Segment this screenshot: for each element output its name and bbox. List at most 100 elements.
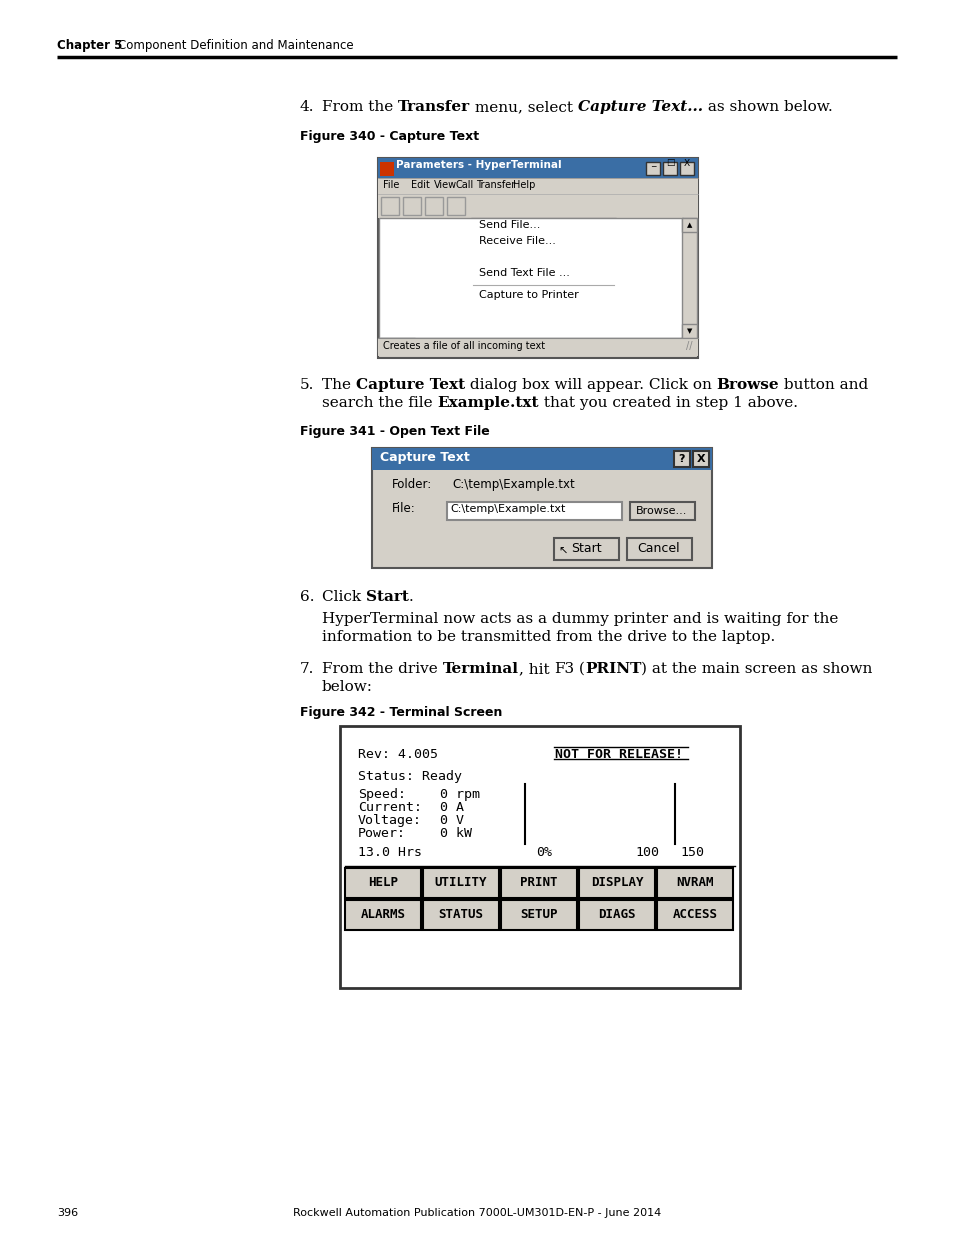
- Bar: [422, 900, 498, 930]
- Text: //: //: [686, 341, 692, 351]
- Text: ) at the main screen as shown: ) at the main screen as shown: [640, 662, 872, 676]
- Text: (: (: [574, 662, 584, 676]
- Text: Figure 342 - Terminal Screen: Figure 342 - Terminal Screen: [299, 706, 502, 719]
- Text: 0%: 0%: [536, 846, 552, 860]
- Text: SETUP: SETUP: [519, 909, 558, 921]
- Text: Start: Start: [570, 542, 600, 556]
- Text: Browse: Browse: [716, 378, 779, 391]
- Bar: [422, 868, 498, 898]
- Text: HyperTerminal now acts as a dummy printer and is waiting for the: HyperTerminal now acts as a dummy printe…: [322, 613, 838, 626]
- Text: 396: 396: [57, 1208, 78, 1218]
- Text: Capture Text: Capture Text: [355, 378, 464, 391]
- Text: Edit: Edit: [411, 180, 430, 190]
- Text: as shown below.: as shown below.: [702, 100, 832, 114]
- Text: search the file: search the file: [322, 396, 437, 410]
- Bar: [377, 338, 681, 352]
- Text: DISPLAY: DISPLAY: [590, 877, 642, 889]
- Bar: [447, 501, 621, 520]
- Text: 5.: 5.: [299, 378, 314, 391]
- Bar: [471, 249, 616, 266]
- Text: Send Text File ...: Send Text File ...: [478, 268, 569, 278]
- Bar: [578, 868, 655, 898]
- Bar: [500, 900, 577, 930]
- Text: UTILITY: UTILITY: [435, 877, 487, 889]
- Text: C:\temp\Example.txt: C:\temp\Example.txt: [450, 504, 565, 514]
- Text: Help: Help: [513, 180, 535, 190]
- Bar: [377, 158, 698, 178]
- Text: Rockwell Automation Publication 7000L-UM301D-EN-P - June 2014: Rockwell Automation Publication 7000L-UM…: [293, 1208, 660, 1218]
- Bar: [377, 158, 698, 358]
- Text: STATUS: STATUS: [438, 909, 483, 921]
- Text: □: □: [665, 158, 674, 168]
- Text: Click: Click: [322, 590, 366, 604]
- Text: C:\temp\Example.txt: C:\temp\Example.txt: [452, 478, 574, 492]
- Text: Capture Text...: Capture Text...: [478, 252, 559, 262]
- Bar: [372, 448, 711, 471]
- Text: Parameters - HyperTerminal: Parameters - HyperTerminal: [395, 161, 561, 170]
- Bar: [662, 162, 677, 175]
- Bar: [673, 451, 689, 467]
- Text: Chapter 5: Chapter 5: [57, 38, 122, 52]
- Bar: [345, 868, 420, 898]
- Text: below:: below:: [322, 680, 373, 694]
- Bar: [645, 162, 659, 175]
- Text: that you created in step 1 above.: that you created in step 1 above.: [538, 396, 797, 410]
- Text: Call: Call: [456, 180, 474, 190]
- Text: button and: button and: [779, 378, 868, 391]
- Text: HELP: HELP: [368, 877, 397, 889]
- Bar: [447, 198, 464, 215]
- Text: ↖: ↖: [558, 547, 567, 557]
- Text: From the drive: From the drive: [322, 662, 442, 676]
- Text: ?: ?: [678, 454, 684, 464]
- Text: X: X: [696, 454, 704, 464]
- Bar: [372, 448, 711, 568]
- Text: Browse...: Browse...: [636, 506, 687, 516]
- Bar: [681, 324, 697, 338]
- Bar: [554, 538, 618, 559]
- Text: Example.txt: Example.txt: [437, 396, 538, 410]
- Text: 4.: 4.: [299, 100, 314, 114]
- Bar: [379, 162, 394, 177]
- Bar: [377, 178, 698, 194]
- Text: NVRAM: NVRAM: [676, 877, 713, 889]
- Text: 7.: 7.: [299, 662, 314, 676]
- Bar: [692, 451, 708, 467]
- Text: 0 rpm: 0 rpm: [439, 788, 479, 802]
- Bar: [681, 219, 697, 232]
- Text: Transfer: Transfer: [397, 100, 470, 114]
- Bar: [377, 194, 698, 219]
- Text: ALARMS: ALARMS: [360, 909, 405, 921]
- Text: Send File...: Send File...: [478, 220, 539, 230]
- Text: File:: File:: [392, 501, 416, 515]
- Text: From the: From the: [322, 100, 397, 114]
- Bar: [626, 538, 691, 559]
- Text: 100: 100: [635, 846, 659, 860]
- Text: Component Definition and Maintenance: Component Definition and Maintenance: [118, 38, 354, 52]
- Text: 13.0 Hrs: 13.0 Hrs: [357, 846, 421, 860]
- Text: .: .: [409, 590, 414, 604]
- Text: NOT FOR RELEASE!: NOT FOR RELEASE!: [555, 748, 682, 761]
- Text: 0 V: 0 V: [439, 814, 463, 827]
- Bar: [471, 219, 616, 304]
- Text: Start: Start: [366, 590, 409, 604]
- Text: Speed:: Speed:: [357, 788, 406, 802]
- Text: PRINT: PRINT: [584, 662, 640, 676]
- Bar: [377, 338, 698, 356]
- Bar: [379, 338, 415, 350]
- Text: PRINT: PRINT: [519, 877, 558, 889]
- Text: ▼: ▼: [686, 329, 692, 333]
- Bar: [380, 198, 398, 215]
- Text: 0 kW: 0 kW: [439, 827, 472, 840]
- Text: menu, select: menu, select: [470, 100, 578, 114]
- Text: Creates a file of all incoming text: Creates a file of all incoming text: [382, 341, 544, 351]
- Text: ▲: ▲: [686, 222, 692, 228]
- Bar: [679, 162, 693, 175]
- Text: , hit: , hit: [518, 662, 554, 676]
- Text: 150: 150: [679, 846, 703, 860]
- Text: _: _: [650, 158, 655, 168]
- Text: Capture Text...: Capture Text...: [578, 100, 702, 114]
- Bar: [402, 198, 420, 215]
- Bar: [345, 900, 420, 930]
- Text: Figure 340 - Capture Text: Figure 340 - Capture Text: [299, 130, 478, 143]
- Text: Power:: Power:: [357, 827, 406, 840]
